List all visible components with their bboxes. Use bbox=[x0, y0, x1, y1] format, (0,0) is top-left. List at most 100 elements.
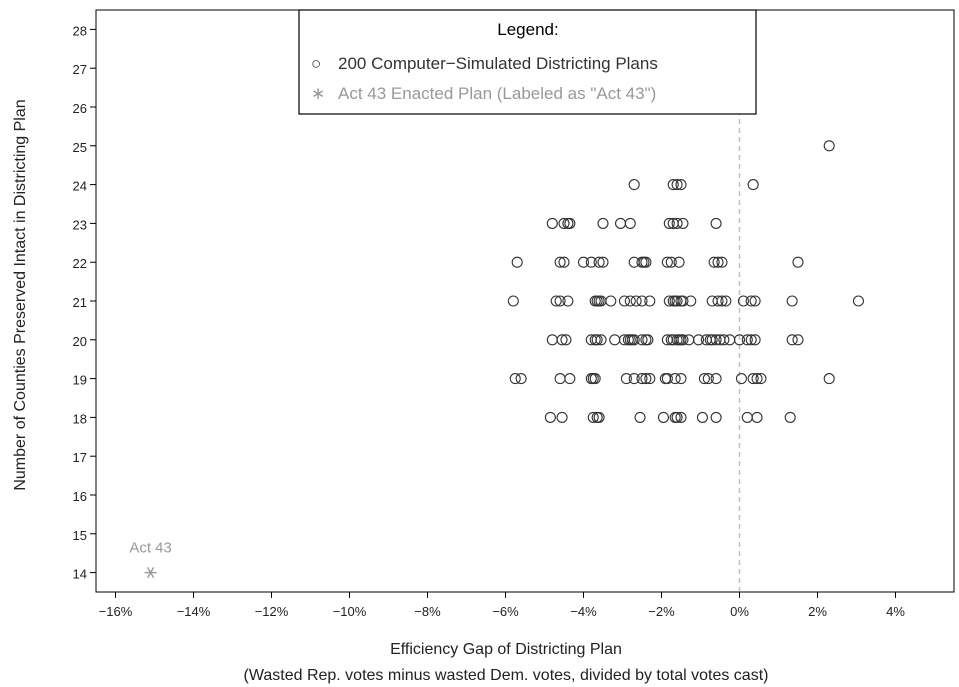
simulated-plan-point bbox=[712, 256, 724, 268]
simulated-plan-point bbox=[593, 256, 605, 268]
x-tick-label: −4% bbox=[570, 604, 597, 619]
simulated-plan-point bbox=[673, 256, 685, 268]
simulated-plan-point bbox=[665, 256, 677, 268]
simulated-plan-point bbox=[636, 334, 648, 346]
y-tick-label: 24 bbox=[73, 179, 87, 194]
y-tick-label: 21 bbox=[73, 295, 87, 310]
simulated-plan-point bbox=[554, 373, 566, 385]
x-tick-label: −10% bbox=[333, 604, 367, 619]
simulated-plan-point bbox=[784, 411, 796, 423]
simulated-plan-point bbox=[671, 295, 683, 307]
simulated-plan-point bbox=[614, 217, 627, 229]
simulated-plan-point bbox=[558, 256, 570, 268]
legend-box bbox=[298, 9, 757, 115]
simulated-plan-point bbox=[661, 256, 673, 268]
simulated-plan-point bbox=[577, 256, 590, 268]
x-tick-label: 4% bbox=[886, 604, 905, 619]
y-tick-label: 15 bbox=[73, 528, 87, 543]
simulated-plan-point bbox=[823, 140, 835, 152]
simulated-plan-point bbox=[747, 373, 759, 385]
simulated-plan-point bbox=[591, 334, 603, 346]
simulated-plan-point bbox=[585, 256, 597, 268]
simulated-plan-point bbox=[749, 295, 761, 307]
simulated-plan-point bbox=[677, 295, 689, 307]
simulated-plan-point bbox=[735, 373, 748, 385]
simulated-plan-point bbox=[628, 334, 640, 346]
simulated-plan-point bbox=[669, 373, 681, 385]
legend: Legend: ○ 200 Computer−Simulated Distric… bbox=[298, 9, 757, 115]
y-tick-label: 23 bbox=[73, 217, 87, 232]
simulated-plan-point bbox=[515, 373, 527, 385]
simulated-plan-point bbox=[556, 334, 568, 346]
simulated-plan-point bbox=[823, 373, 835, 385]
simulated-plan-point bbox=[671, 217, 683, 229]
simulated-plan-point bbox=[852, 295, 865, 307]
y-tick-label: 20 bbox=[73, 334, 87, 349]
legend-title: Legend: bbox=[497, 20, 558, 39]
simulated-plan-point bbox=[696, 411, 709, 423]
simulated-plan-point bbox=[630, 295, 642, 307]
simulated-plan-point bbox=[609, 334, 621, 346]
simulated-plan-point bbox=[624, 295, 636, 307]
simulated-plan-point bbox=[786, 334, 798, 346]
simulated-plan-point bbox=[667, 179, 679, 191]
x-tick-label: −2% bbox=[648, 604, 675, 619]
y-tick-label: 19 bbox=[73, 373, 87, 388]
data-points bbox=[144, 140, 865, 579]
simulated-plan-point bbox=[751, 373, 763, 385]
simulated-plan-point bbox=[554, 256, 566, 268]
y-tick-label: 18 bbox=[73, 411, 87, 426]
simulated-plan-point bbox=[751, 411, 763, 423]
simulated-plan-point bbox=[677, 334, 689, 346]
y-tick-label: 26 bbox=[73, 101, 87, 116]
legend-label-act43: Act 43 Enacted Plan (Labeled as "Act 43"… bbox=[338, 84, 656, 103]
legend-label-simulated: 200 Computer−Simulated Districting Plans bbox=[338, 54, 658, 73]
x-tick-label: −6% bbox=[492, 604, 519, 619]
simulated-plan-point bbox=[663, 217, 675, 229]
simulated-plan-point bbox=[597, 256, 609, 268]
y-tick-label: 17 bbox=[73, 450, 87, 465]
x-tick-label: −12% bbox=[255, 604, 289, 619]
simulated-plan-point bbox=[628, 373, 640, 385]
x-tick-label: −14% bbox=[177, 604, 211, 619]
simulated-plan-point bbox=[634, 411, 646, 423]
y-tick-label: 16 bbox=[73, 489, 87, 504]
simulated-plan-point bbox=[544, 411, 556, 423]
simulated-plan-point bbox=[587, 411, 599, 423]
y-tick-label: 28 bbox=[73, 23, 87, 38]
simulated-plan-point bbox=[702, 373, 714, 385]
simulated-plan-point bbox=[747, 179, 759, 191]
x-tick-label: −16% bbox=[99, 604, 133, 619]
simulated-plan-point bbox=[558, 217, 570, 229]
simulated-plan-point bbox=[636, 295, 648, 307]
act43-point bbox=[144, 567, 157, 579]
simulated-plan-point bbox=[546, 334, 558, 346]
simulated-plan-point bbox=[644, 373, 656, 385]
simulated-plan-point bbox=[755, 373, 767, 385]
simulated-plan-point bbox=[733, 334, 746, 346]
y-tick-label: 14 bbox=[73, 567, 87, 582]
simulated-plan-point bbox=[792, 334, 804, 346]
act43-annotation: Act 43 bbox=[129, 540, 172, 557]
simulated-plan-point bbox=[624, 217, 636, 229]
simulated-plan-point bbox=[716, 295, 728, 307]
simulated-plan-point bbox=[745, 295, 757, 307]
simulated-plan-point bbox=[595, 334, 607, 346]
simulated-plan-point bbox=[677, 217, 689, 229]
simulated-plan-point bbox=[720, 295, 732, 307]
y-tick-label: 25 bbox=[73, 140, 87, 155]
simulated-plan-point bbox=[640, 256, 652, 268]
simulated-plan-point bbox=[628, 179, 640, 191]
simulated-plan-point bbox=[708, 256, 720, 268]
x-tick-label: −8% bbox=[414, 604, 441, 619]
simulated-plan-point bbox=[710, 411, 722, 423]
simulated-plan-point bbox=[706, 295, 718, 307]
simulated-plan-point bbox=[675, 373, 687, 385]
simulated-plan-point bbox=[745, 334, 757, 346]
simulated-plan-point bbox=[741, 411, 753, 423]
simulated-plan-point bbox=[556, 411, 568, 423]
simulated-plan-point bbox=[683, 334, 695, 346]
simulated-plan-point bbox=[509, 373, 521, 385]
simulated-plan-point bbox=[560, 334, 572, 346]
